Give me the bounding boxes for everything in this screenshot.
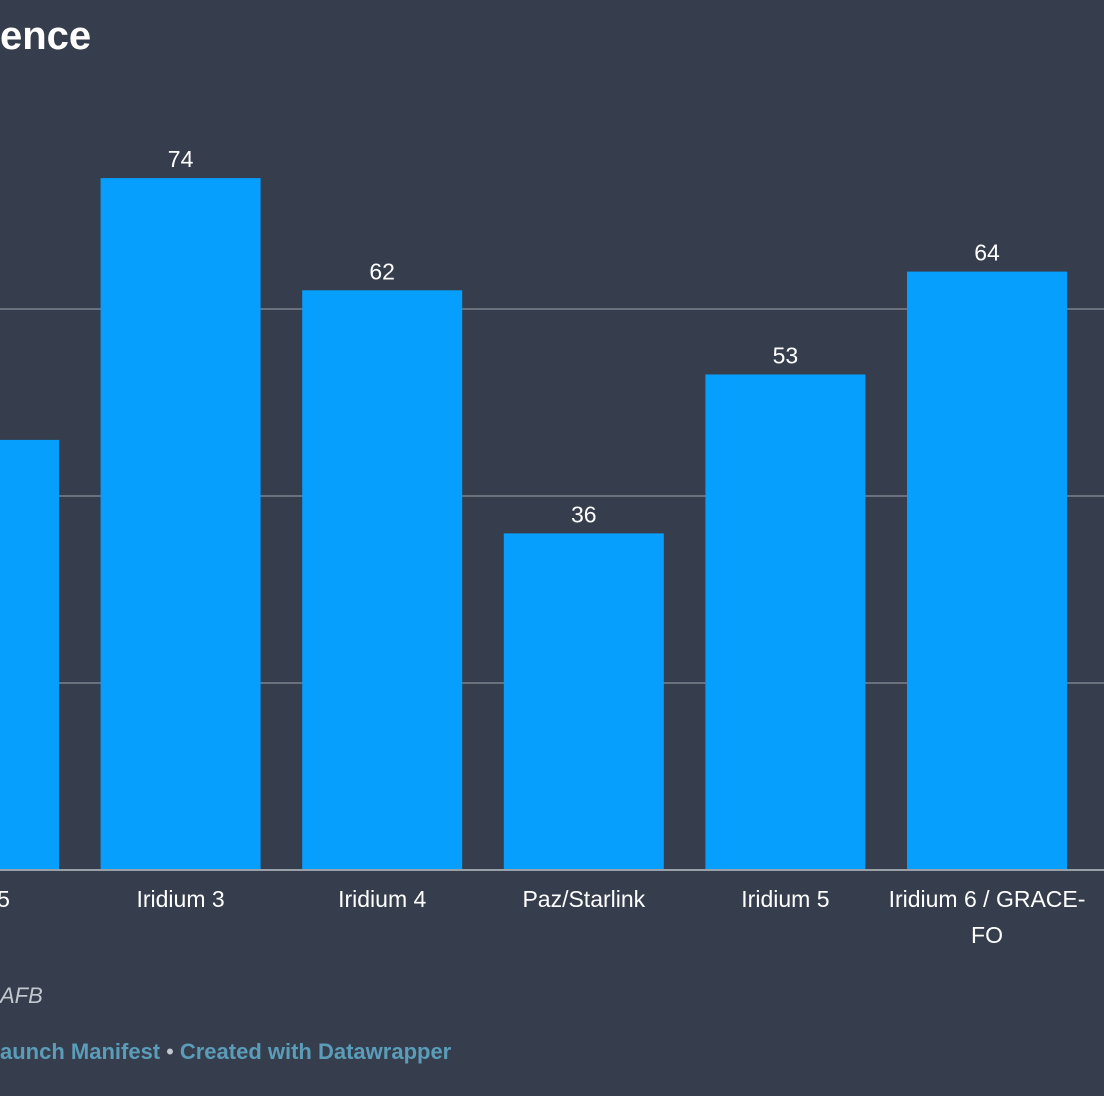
x-tick-label-4: Paz/Starlink xyxy=(522,886,645,912)
x-tick-label-1: SAT 5 xyxy=(0,886,10,912)
x-tick-label-6-line-2: FO xyxy=(971,922,1003,948)
source-link[interactable]: aunch Manifest xyxy=(0,1039,161,1064)
bar-2[interactable] xyxy=(100,178,261,871)
chart-footer: aunch Manifest • Created with Datawrapper xyxy=(0,1039,451,1065)
chart-title: ence xyxy=(0,14,92,58)
bar-6[interactable] xyxy=(907,271,1067,871)
value-label-2: 74 xyxy=(168,146,194,172)
chart-note: AFB xyxy=(0,983,43,1008)
x-tick-label-2: Iridium 3 xyxy=(136,886,224,912)
value-label-6: 64 xyxy=(974,240,1000,266)
x-tick-label-3: Iridium 4 xyxy=(338,886,426,912)
footer-separator: • xyxy=(166,1039,174,1064)
x-tick-label-5: Iridium 5 xyxy=(741,886,829,912)
value-label-4: 36 xyxy=(571,501,597,527)
bar-5[interactable] xyxy=(705,374,866,870)
bar-1[interactable] xyxy=(0,439,59,870)
x-tick-label-6-line-1: Iridium 6 / GRACE- xyxy=(889,886,1086,912)
bar-3[interactable] xyxy=(302,290,463,870)
value-label-3: 62 xyxy=(369,258,395,284)
bar-4[interactable] xyxy=(503,533,664,870)
value-label-5: 53 xyxy=(773,342,799,368)
datawrapper-credit-link[interactable]: Created with Datawrapper xyxy=(179,1039,452,1064)
